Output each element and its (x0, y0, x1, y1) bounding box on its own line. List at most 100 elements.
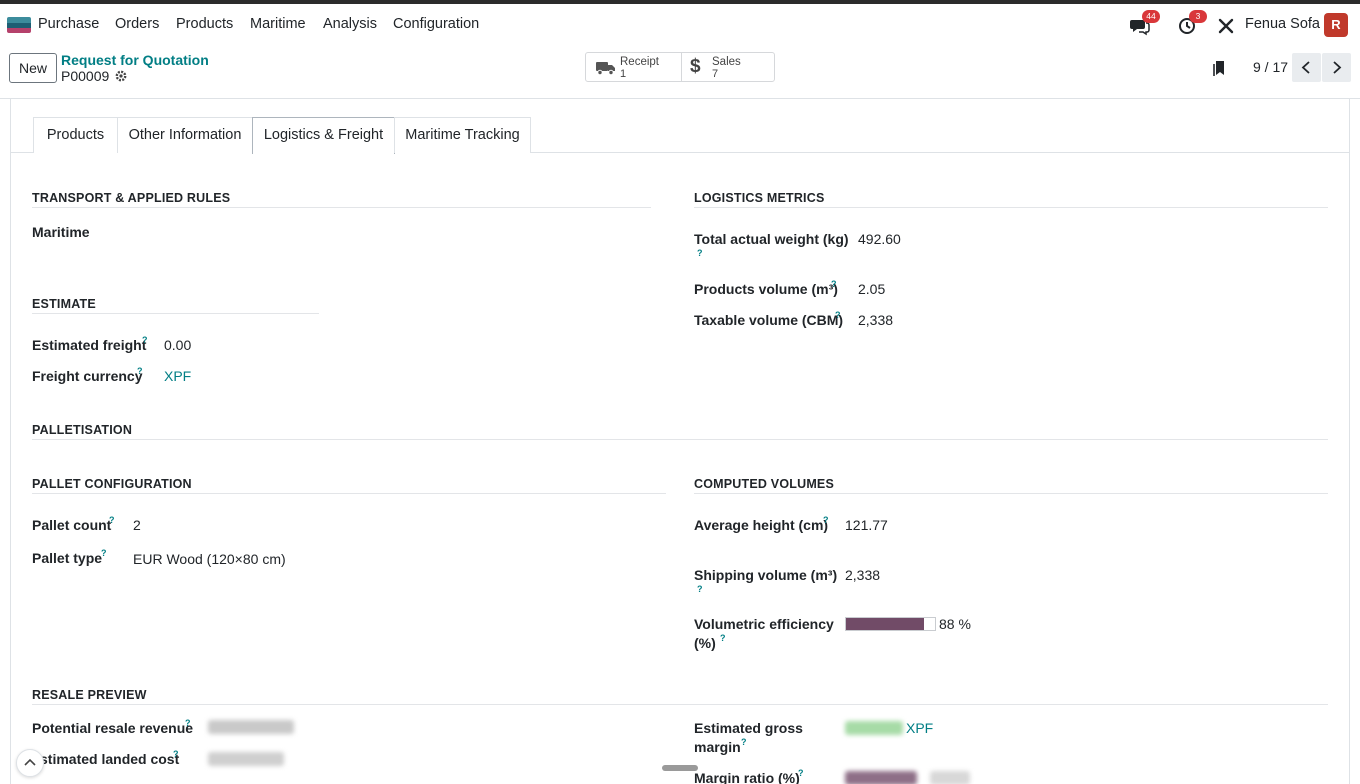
receipt-smart-button[interactable]: Receipt 1 (586, 53, 681, 81)
shipping-volume-value: 2,338 (845, 567, 881, 583)
section-estimate-title: ESTIMATE (32, 297, 96, 311)
menu-products[interactable]: Products (176, 16, 234, 32)
activities-badge: 3 (1189, 10, 1207, 23)
scroll-to-top-button[interactable] (16, 749, 44, 777)
section-pallet-config-title: PALLET CONFIGURATION (32, 477, 192, 491)
volumetric-efficiency-value: 88 % (939, 616, 971, 632)
company-switcher[interactable]: Fenua Sofa (1245, 16, 1320, 32)
freight-currency-label: Freight currency (32, 368, 143, 384)
help-tooltip-icon[interactable]: ? (185, 718, 191, 728)
volumetric-efficiency-fill (846, 618, 924, 630)
pallet-type-label: Pallet type (32, 550, 103, 566)
clock-icon (1179, 18, 1195, 34)
section-divider (32, 207, 651, 208)
help-tooltip-icon[interactable]: ? (109, 515, 115, 525)
app-menu-icon[interactable] (7, 17, 31, 33)
gross-margin-label-cont: margin (694, 739, 741, 755)
activities-button[interactable]: 3 (1178, 10, 1207, 37)
sales-label: Sales (712, 56, 741, 68)
margin-ratio-bar-blurred (845, 771, 917, 784)
products-volume-value: 2.05 (858, 281, 886, 297)
volumetric-efficiency-bar (845, 617, 936, 631)
pallet-count-label: Pallet count (32, 517, 112, 533)
help-tooltip-icon[interactable]: ? (173, 749, 179, 759)
chevron-left-icon (1301, 61, 1310, 74)
breadcrumb-link[interactable]: Request for Quotation (61, 52, 209, 68)
tab-other-information[interactable]: Other Information (117, 117, 253, 153)
tab-maritime-tracking[interactable]: Maritime Tracking (394, 117, 531, 153)
gear-icon[interactable] (115, 70, 127, 82)
landed-cost-value-blurred (208, 752, 284, 766)
average-height-label: Average height (cm) (694, 517, 829, 533)
resale-revenue-value-blurred (208, 720, 294, 734)
chevron-right-icon (1333, 61, 1342, 74)
menu-analysis[interactable]: Analysis (323, 16, 377, 32)
section-computed-title: COMPUTED VOLUMES (694, 477, 835, 491)
pallet-count-value[interactable]: 2 (133, 517, 141, 533)
help-tooltip-icon[interactable]: ? (831, 279, 837, 289)
messages-badge: 44 (1142, 10, 1160, 23)
pager-previous-button[interactable] (1292, 53, 1321, 82)
sales-smart-button[interactable]: $ Sales 7 (682, 53, 774, 81)
help-tooltip-icon[interactable]: ? (142, 335, 148, 345)
pager-next-button[interactable] (1322, 53, 1351, 82)
resale-revenue-label: Potential resale revenue (32, 720, 194, 736)
total-weight-label: Total actual weight (kg) (694, 231, 849, 247)
menu-configuration[interactable]: Configuration (393, 16, 480, 32)
shipping-volume-label: Shipping volume (m³) (694, 567, 838, 583)
help-tooltip-icon[interactable]: ? (835, 310, 841, 320)
help-tooltip-icon[interactable]: ? (137, 366, 143, 376)
control-panel: New Request for Quotation P00009 Receipt… (0, 45, 1360, 99)
pallet-type-value[interactable]: EUR Wood (120×80 cm) (133, 551, 286, 567)
section-divider (32, 704, 1328, 705)
debug-tools-button[interactable] (1216, 13, 1240, 37)
notebook-tabs: Products Other Information Logistics & F… (11, 117, 1349, 154)
help-tooltip-icon[interactable]: ? (101, 548, 107, 558)
receipt-label: Receipt (620, 56, 659, 68)
landed-cost-label: stimated landed cost (40, 751, 180, 767)
help-tooltip-icon[interactable]: ? (697, 584, 703, 594)
estimated-freight-value[interactable]: 0.00 (164, 337, 192, 353)
messages-button[interactable]: 44 (1130, 10, 1160, 37)
freight-currency-value[interactable]: XPF (164, 368, 192, 384)
section-divider (32, 439, 1328, 440)
app-name[interactable]: Purchase (38, 16, 100, 32)
section-logistics-title: LOGISTICS METRICS (694, 191, 825, 205)
horizontal-scrollbar[interactable] (662, 765, 698, 771)
bookmark-icon[interactable] (1213, 59, 1227, 77)
gross-margin-currency: XPF (906, 720, 934, 736)
total-weight-value: 492.60 (858, 231, 901, 247)
products-volume-label: Products volume (m³) (694, 281, 838, 297)
taxable-volume-value: 2,338 (858, 312, 894, 328)
margin-ratio-label: Margin ratio (%) (694, 770, 800, 784)
sales-count: 7 (712, 68, 719, 80)
average-height-value: 121.77 (845, 517, 888, 533)
user-avatar[interactable]: R (1324, 13, 1348, 37)
form-sheet: Products Other Information Logistics & F… (10, 99, 1350, 784)
section-divider (694, 493, 1328, 494)
section-divider (694, 207, 1328, 208)
new-button[interactable]: New (9, 53, 57, 83)
help-tooltip-icon[interactable]: ? (798, 768, 804, 778)
section-transport-title: TRANSPORT & APPLIED RULES (32, 191, 231, 205)
margin-ratio-value-blurred (930, 771, 970, 784)
help-tooltip-icon[interactable]: ? (741, 737, 747, 747)
section-divider (32, 313, 319, 314)
volumetric-efficiency-label: Volumetric efficiency (694, 616, 834, 632)
tab-products[interactable]: Products (33, 117, 118, 153)
window-top-border (0, 0, 1360, 4)
help-tooltip-icon[interactable]: ? (697, 248, 703, 258)
gross-margin-value-blurred (845, 721, 903, 735)
truck-icon (596, 62, 615, 76)
smart-buttons: Receipt 1 $ Sales 7 (585, 52, 775, 82)
tab-logistics-freight[interactable]: Logistics & Freight (252, 117, 395, 154)
help-tooltip-icon[interactable]: ? (823, 515, 829, 525)
menu-orders[interactable]: Orders (115, 16, 160, 32)
gross-margin-label: Estimated gross (694, 720, 803, 736)
section-resale-title: RESALE PREVIEW (32, 688, 147, 702)
pager-value[interactable]: 9 / 17 (1253, 59, 1289, 75)
main-navbar: Purchase Orders Products Maritime Analys… (0, 4, 1360, 45)
menu-maritime[interactable]: Maritime (250, 16, 306, 32)
help-tooltip-icon[interactable]: ? (720, 633, 726, 643)
chat-icon (1130, 20, 1150, 36)
